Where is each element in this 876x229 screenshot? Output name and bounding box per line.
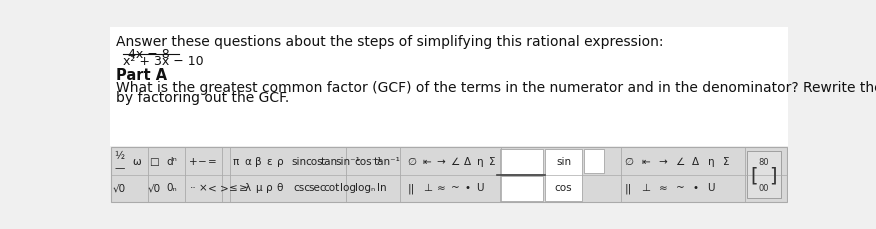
- Text: ⇤: ⇤: [641, 156, 650, 166]
- Bar: [746, 152, 781, 199]
- Text: ∅: ∅: [625, 156, 633, 166]
- Text: ≥: ≥: [238, 183, 247, 193]
- Text: ||: ||: [408, 182, 415, 193]
- Text: θ: θ: [277, 183, 283, 193]
- Text: ⊥: ⊥: [641, 183, 650, 193]
- Text: Part A: Part A: [116, 67, 166, 82]
- Text: ⊥: ⊥: [423, 183, 432, 193]
- Text: ~: ~: [451, 183, 460, 193]
- Bar: [545, 149, 583, 201]
- Text: π: π: [233, 156, 239, 166]
- Text: √0: √0: [148, 183, 161, 193]
- Text: ∠: ∠: [675, 156, 684, 166]
- Text: U: U: [707, 183, 715, 193]
- Text: ×: ×: [198, 183, 207, 193]
- Text: ≈: ≈: [659, 183, 668, 193]
- Text: λ: λ: [244, 183, 251, 193]
- Text: ε: ε: [266, 156, 272, 166]
- Text: [: [: [751, 166, 758, 185]
- Text: tan: tan: [321, 156, 338, 166]
- Text: Δ: Δ: [692, 156, 699, 166]
- Text: csc: csc: [293, 183, 310, 193]
- Text: η: η: [708, 156, 714, 166]
- Text: cot: cot: [323, 183, 339, 193]
- Text: α: α: [244, 156, 251, 166]
- Text: tan⁻¹: tan⁻¹: [373, 156, 400, 166]
- Text: Σ: Σ: [724, 156, 730, 166]
- Text: η: η: [477, 156, 484, 166]
- Text: sec: sec: [308, 183, 326, 193]
- Bar: [500, 177, 543, 201]
- Text: dⁿ: dⁿ: [166, 156, 177, 166]
- Text: √0: √0: [113, 183, 126, 193]
- Text: ≈: ≈: [437, 183, 446, 193]
- Text: sin⁻¹: sin⁻¹: [336, 156, 361, 166]
- Text: ω: ω: [132, 156, 141, 166]
- Text: ]: ]: [769, 166, 777, 185]
- Bar: [111, 148, 787, 202]
- Text: ∅: ∅: [407, 156, 416, 166]
- Text: ||: ||: [625, 182, 632, 193]
- Text: sin: sin: [556, 156, 571, 166]
- Text: What is the greatest common factor (GCF) of the terms in the numerator and in th: What is the greatest common factor (GCF)…: [116, 80, 876, 94]
- Text: ≤: ≤: [230, 183, 238, 193]
- Text: =: =: [208, 156, 216, 166]
- Text: >: >: [220, 183, 229, 193]
- Text: −: −: [198, 156, 207, 166]
- Text: ··: ··: [190, 183, 196, 193]
- Text: logₙ: logₙ: [355, 183, 375, 193]
- Text: μ: μ: [255, 183, 262, 193]
- Text: ρ: ρ: [265, 183, 272, 193]
- Text: ∠: ∠: [450, 156, 460, 166]
- Text: log: log: [340, 183, 357, 193]
- Text: cos⁻¹: cos⁻¹: [355, 156, 382, 166]
- Text: cos: cos: [306, 156, 323, 166]
- Text: →: →: [437, 156, 446, 166]
- Text: U: U: [477, 183, 484, 193]
- Text: 4x − 8: 4x − 8: [128, 47, 170, 60]
- Text: Δ: Δ: [464, 156, 471, 166]
- Text: x² + 3x − 10: x² + 3x − 10: [124, 54, 204, 67]
- Text: •: •: [464, 183, 470, 193]
- Text: ~: ~: [675, 183, 684, 193]
- Text: →: →: [659, 156, 668, 166]
- Text: ρ: ρ: [277, 156, 283, 166]
- Text: ln: ln: [378, 183, 387, 193]
- Text: <: <: [208, 183, 216, 193]
- Text: β: β: [255, 156, 262, 166]
- Text: 00: 00: [759, 183, 769, 192]
- Text: sin: sin: [291, 156, 307, 166]
- Text: cos: cos: [555, 183, 572, 193]
- Text: ½
—: ½ —: [115, 151, 124, 172]
- Text: ⇤: ⇤: [423, 156, 432, 166]
- Bar: [110, 27, 788, 146]
- Text: by factoring out the GCF.: by factoring out the GCF.: [116, 90, 289, 104]
- Bar: [500, 149, 543, 174]
- Text: Σ: Σ: [489, 156, 496, 166]
- Text: •: •: [692, 183, 698, 193]
- Text: 80: 80: [759, 157, 769, 166]
- Text: +: +: [189, 156, 197, 166]
- Text: □: □: [150, 156, 159, 166]
- Text: 0ₙ: 0ₙ: [166, 183, 177, 193]
- Bar: [583, 149, 604, 174]
- Text: Answer these questions about the steps of simplifying this rational expression:: Answer these questions about the steps o…: [116, 34, 663, 48]
